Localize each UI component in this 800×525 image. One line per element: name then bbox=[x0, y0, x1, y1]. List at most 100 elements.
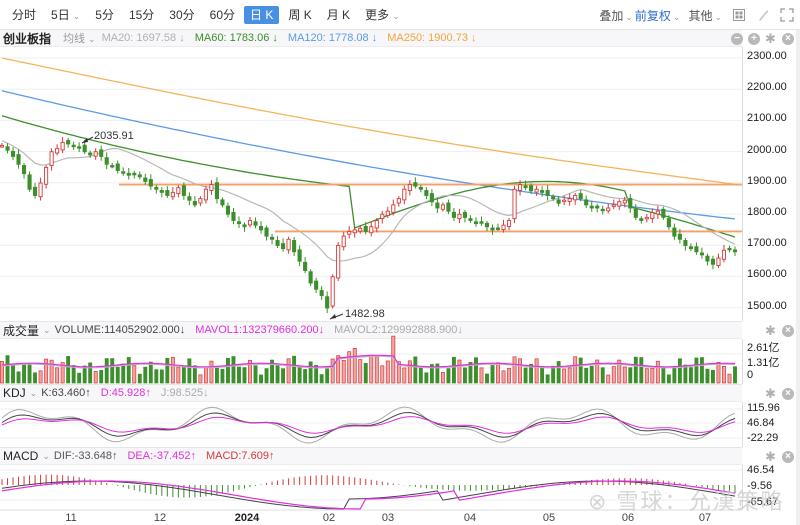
x-tick: 2024 bbox=[234, 512, 260, 524]
gear-icon[interactable]: ✱ bbox=[765, 31, 776, 46]
ma-toggle-label: 均线 bbox=[63, 33, 86, 45]
gear-icon[interactable]: ✱ bbox=[765, 449, 776, 464]
draw-pen-icon[interactable] bbox=[756, 8, 770, 22]
axis-tick: 1700.00 bbox=[747, 237, 787, 250]
kdj-pane-header: KDJ ⌄ K:63.460↑ D:45.928↑ J:98.525↓ bbox=[0, 384, 742, 402]
kdj-pane-name: KDJ bbox=[3, 386, 26, 400]
volume-legend: VOLUME:114052902.000↓ MAVOL1:132379660.20… bbox=[55, 324, 473, 336]
close-icon[interactable]: × bbox=[782, 388, 794, 400]
legend-value: MA120: 1778.08 ↓ bbox=[287, 32, 378, 44]
main-pane-tools: − + ✱ × bbox=[726, 30, 794, 48]
scrollbar[interactable] bbox=[796, 30, 800, 525]
overlay-button[interactable]: 叠加 ⌄ bbox=[599, 7, 633, 24]
legend-value: D:45.928↑ bbox=[100, 387, 151, 399]
macd-axis bbox=[742, 465, 800, 510]
tab-label: 5日 bbox=[51, 7, 70, 22]
axis-tick: 115.96 bbox=[747, 402, 780, 414]
layout-grid-icon[interactable] bbox=[732, 8, 746, 22]
watermark: ⊗ 雪球：允漢策略 bbox=[588, 489, 785, 514]
volume-pane-tools: ✱ × bbox=[760, 322, 794, 340]
tab-label: 60分 bbox=[209, 7, 236, 22]
axis-tick: -65.67 bbox=[747, 496, 779, 508]
kdj-axis bbox=[742, 402, 800, 447]
gear-icon[interactable]: ✱ bbox=[765, 323, 776, 338]
legend-value: DEA:-37.452↑ bbox=[127, 450, 196, 462]
axis-tick: 46.54 bbox=[747, 464, 775, 476]
legend-value: MA250: 1900.73 ↓ bbox=[387, 32, 477, 44]
adjust-label: 前复权 bbox=[634, 8, 671, 23]
tab-1[interactable]: 5日 ⌄ bbox=[45, 6, 86, 24]
chevron-down-icon[interactable]: ⌄ bbox=[29, 387, 38, 398]
tab-label: 日 K bbox=[250, 7, 274, 22]
tab-2[interactable]: 5分 bbox=[89, 6, 120, 24]
high-annotation: 2035.91 bbox=[94, 130, 134, 142]
legend-value: J:98.525↓ bbox=[160, 387, 209, 399]
other-label: 其他 bbox=[688, 8, 713, 23]
tab-label: 15分 bbox=[128, 7, 155, 22]
main-pane-header: 创业板指 均线 ⌄ MA20: 1697.58 ↓ MA60: 1783.06 ↓ M… bbox=[0, 29, 742, 47]
legend-value: K:63.460↑ bbox=[41, 387, 91, 399]
overlay-label: 叠加 bbox=[599, 8, 624, 23]
chevron-down-icon[interactable]: ⌄ bbox=[42, 450, 50, 461]
tab-0[interactable]: 分时 bbox=[6, 6, 42, 24]
volume-pane-header: 成交量 ⌄ VOLUME:114052902.000↓ MAVOL1:132379… bbox=[0, 321, 742, 339]
tab-7[interactable]: 周 K bbox=[282, 6, 317, 24]
x-tick: 06 bbox=[621, 512, 635, 524]
ma-toggle[interactable]: 均线 ⌄ bbox=[63, 30, 100, 46]
fullscreen-icon[interactable] bbox=[780, 8, 794, 22]
x-tick: 03 bbox=[381, 512, 395, 524]
axis-tick: 0 bbox=[747, 369, 754, 381]
low-value: 1482.98 bbox=[345, 308, 385, 320]
gear-icon[interactable]: ✱ bbox=[765, 386, 776, 401]
zoom-in-icon[interactable]: + bbox=[748, 33, 760, 45]
chevron-down-icon: ⌄ bbox=[392, 10, 400, 21]
volume-axis bbox=[742, 339, 800, 384]
macd-pane-header: MACD ⌄ DIF:-33.648↑ DEA:-37.452↑ MACD:7.60… bbox=[0, 447, 742, 465]
legend-value: VOLUME:114052902.000↓ bbox=[54, 324, 186, 336]
ma-legend: MA20: 1697.58 ↓ MA60: 1783.06 ↓ MA120: 177… bbox=[102, 32, 487, 44]
legend-value: MA60: 1783.06 ↓ bbox=[194, 32, 278, 44]
axis-tick: 1900.00 bbox=[747, 174, 787, 187]
tab-9[interactable]: 更多 ⌄ bbox=[359, 6, 406, 24]
zoom-out-icon[interactable]: − bbox=[731, 33, 743, 45]
chevron-down-icon: ⌄ bbox=[625, 11, 633, 22]
close-icon[interactable]: × bbox=[782, 451, 794, 463]
high-value: 2035.91 bbox=[94, 130, 134, 142]
chevron-down-icon: ⌄ bbox=[72, 10, 81, 21]
tab-4[interactable]: 30分 bbox=[163, 6, 200, 24]
x-tick: 12 bbox=[153, 512, 167, 524]
x-tick: 02 bbox=[322, 512, 336, 524]
tab-6[interactable]: 日 K bbox=[244, 5, 280, 24]
legend-value: DIF:-33.648↑ bbox=[53, 450, 118, 462]
chevron-down-icon: ⌄ bbox=[672, 11, 681, 22]
kline-chart[interactable] bbox=[0, 0, 742, 525]
adjust-button[interactable]: 前复权 ⌄ bbox=[635, 7, 681, 24]
tab-3[interactable]: 15分 bbox=[123, 6, 160, 24]
legend-value: MAVOL2:129992888.900↓ bbox=[334, 324, 463, 336]
axis-tick: 1800.00 bbox=[747, 206, 787, 218]
tab-label: 周 K bbox=[288, 7, 312, 22]
chevron-down-icon: ⌄ bbox=[88, 34, 96, 44]
legend-value: MA20: 1697.58 ↓ bbox=[101, 32, 185, 44]
axis-tick: 2000.00 bbox=[747, 143, 787, 156]
axis-tick: 2300.00 bbox=[747, 50, 787, 62]
tab-label: 月 K bbox=[326, 7, 351, 22]
low-annotation: 1482.98 bbox=[345, 308, 385, 320]
index-name: 创业板指 bbox=[3, 31, 52, 46]
axis-tick: 2.61亿 bbox=[747, 342, 780, 354]
price-axis bbox=[742, 47, 800, 321]
tab-5[interactable]: 60分 bbox=[204, 6, 241, 24]
axis-tick: 1.31亿 bbox=[747, 357, 780, 369]
tab-label: 更多 bbox=[365, 7, 390, 22]
close-icon[interactable]: × bbox=[782, 325, 794, 337]
axis-tick: 46.84 bbox=[747, 417, 775, 429]
close-icon[interactable]: × bbox=[782, 33, 794, 45]
tab-label: 分时 bbox=[12, 7, 37, 22]
other-button[interactable]: 其他 ⌄ bbox=[688, 7, 722, 24]
x-tick: 11 bbox=[65, 512, 77, 524]
chevron-down-icon[interactable]: ⌄ bbox=[43, 324, 51, 335]
tab-8[interactable]: 月 K bbox=[321, 6, 356, 24]
legend-value: MACD:7.609↑ bbox=[205, 450, 275, 462]
